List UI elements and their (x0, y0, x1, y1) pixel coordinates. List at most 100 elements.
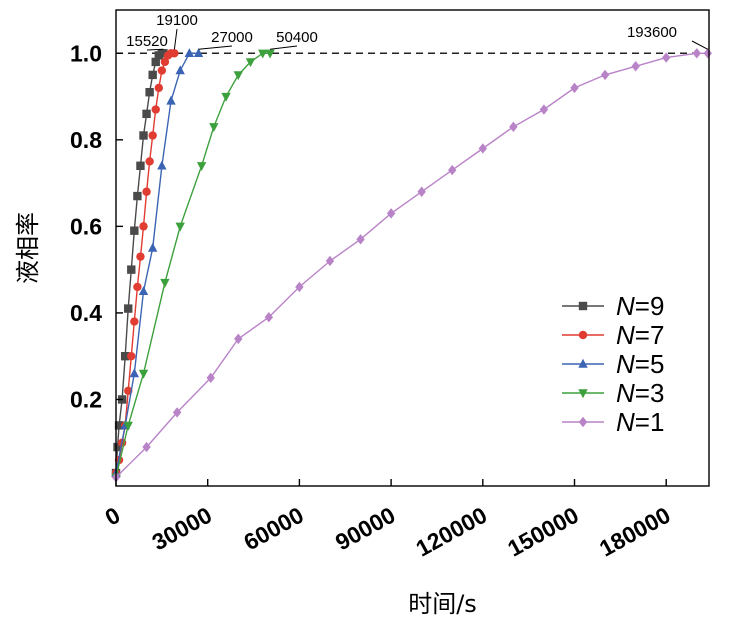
data-point (265, 49, 275, 59)
data-point (478, 143, 488, 154)
data-point (703, 48, 712, 59)
data-point (147, 242, 158, 252)
data-point (600, 69, 610, 81)
data-point (295, 281, 304, 293)
x-tick-label: 120000 (411, 502, 491, 562)
annotation-leader-line (269, 45, 298, 50)
data-point (120, 351, 130, 361)
data-point (570, 82, 579, 94)
data-point (139, 131, 148, 140)
series-n-3 (111, 49, 275, 483)
data-point (264, 312, 274, 323)
data-point (142, 109, 151, 119)
annotation-leader-line (173, 28, 178, 50)
data-point (386, 208, 396, 219)
annotation-leader-line (146, 48, 164, 51)
data-point (234, 333, 243, 345)
annotation-leader-line (198, 45, 233, 50)
legend-entry: N=1 (616, 407, 664, 437)
data-point (233, 71, 243, 81)
data-point (196, 162, 207, 171)
y-tick-label: 0.8 (70, 127, 102, 153)
data-point (151, 105, 160, 114)
data-point (170, 49, 179, 58)
annotation-label: 19100 (156, 12, 198, 29)
legend-variable: N (616, 320, 635, 350)
annotation-label: 50400 (276, 29, 318, 46)
data-point (175, 65, 185, 75)
series-layer (111, 48, 712, 483)
x-tick-label: 30000 (148, 502, 217, 556)
legend-value: =9 (635, 291, 665, 321)
data-point (356, 234, 365, 245)
data-point (148, 131, 157, 140)
x-tick-label: 60000 (239, 502, 308, 556)
data-point (157, 160, 167, 170)
data-point (206, 372, 215, 384)
x-axis-label: 时间/s (408, 590, 477, 618)
annotation-leader-line (691, 40, 709, 50)
data-point (145, 88, 154, 97)
series-n-9 (111, 49, 168, 478)
data-point (148, 70, 157, 80)
data-point (175, 222, 185, 232)
data-point (151, 57, 160, 67)
y-axis-label: 液相率 (14, 212, 42, 284)
legend-marker (578, 389, 588, 399)
data-point (221, 92, 231, 102)
legend-entry: N=3 (616, 378, 664, 408)
data-point (193, 48, 204, 57)
x-tick-label: 150000 (503, 502, 583, 562)
y-tick-label: 0.4 (70, 300, 102, 326)
legend-entry: N=7 (616, 320, 664, 350)
data-point (123, 421, 133, 431)
legend-value: =7 (635, 320, 665, 350)
data-point (258, 49, 268, 59)
legend-value: =3 (635, 378, 665, 408)
series-n-1 (111, 48, 712, 483)
data-point (114, 421, 124, 430)
data-point (160, 278, 170, 288)
data-point (417, 186, 426, 197)
data-point (325, 255, 335, 267)
data-point (142, 441, 151, 453)
data-point (124, 304, 133, 313)
y-tick-label: 1.0 (70, 40, 102, 66)
x-tick-label: 180000 (595, 502, 675, 562)
data-point (166, 95, 176, 105)
data-point (145, 157, 154, 166)
data-point (245, 58, 256, 68)
data-point (160, 57, 170, 67)
annotation-layer: 15520 19100 27000 50400 193600 (126, 12, 709, 51)
annotation-label: 15520 (126, 33, 168, 50)
data-point (130, 317, 139, 326)
legend-value: =1 (635, 407, 665, 437)
y-tick-label: 0.6 (70, 213, 102, 239)
axis-layer: 0.2 0.4 0.6 0.8 1.0 0 30000 60000 90000 120000 150… (14, 9, 710, 618)
legend-marker (578, 330, 588, 340)
legend-entry: N=5 (616, 349, 664, 379)
data-point (142, 187, 151, 196)
data-point (539, 104, 549, 115)
data-point (136, 252, 145, 261)
data-point (631, 61, 640, 72)
x-tick-label: 0 (101, 502, 125, 531)
data-point (136, 161, 145, 170)
data-point (138, 369, 149, 379)
legend-marker (578, 301, 588, 311)
legend-variable: N (616, 291, 635, 321)
legend-variable: N (616, 349, 635, 379)
data-point (692, 48, 701, 59)
data-point (127, 351, 136, 361)
data-point (209, 123, 219, 133)
data-point (129, 368, 140, 378)
data-point (184, 48, 195, 57)
series-line (115, 52, 199, 474)
data-point (127, 265, 136, 274)
legend-marker (578, 416, 588, 428)
legend-variable: N (616, 407, 635, 437)
data-point (133, 191, 142, 201)
data-point (154, 83, 163, 93)
data-point (509, 121, 518, 133)
